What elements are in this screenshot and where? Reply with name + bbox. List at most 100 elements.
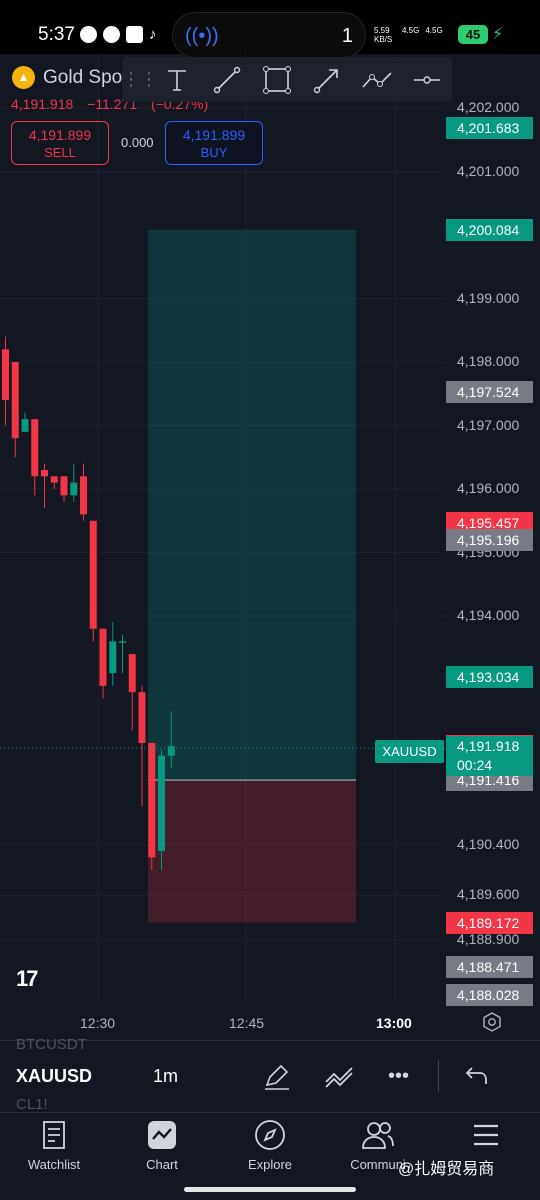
chart-pane[interactable]	[0, 54, 540, 1004]
chart-icon	[112, 1118, 212, 1152]
price-label: 4,188.471	[446, 956, 533, 979]
status-bar: 5:37 ♪ ((•)) 1 5.59 KB/S 4.5G 4.5G 45 ⚡	[0, 0, 540, 58]
price-tick-label: 4,202.000	[457, 99, 520, 115]
ghost-symbol-below: CL1!	[16, 1096, 48, 1113]
candle-body	[158, 755, 165, 851]
buy-button[interactable]: 4,191.899 BUY	[165, 121, 263, 165]
nav-watchlist[interactable]: Watchlist	[4, 1118, 104, 1172]
buy-price: 4,191.899	[182, 127, 246, 143]
candle-body	[138, 692, 146, 743]
candle-body	[89, 520, 97, 629]
profit-zone	[148, 229, 356, 781]
symbol-bar	[0, 1040, 540, 1112]
drag-handle-icon[interactable]: ⋮⋮	[122, 69, 158, 89]
island-count: 1	[341, 25, 353, 47]
price-tick-label: 4,194.000	[457, 607, 520, 623]
path-icon[interactable]	[352, 60, 402, 100]
nav-explore[interactable]: Explore	[220, 1118, 320, 1172]
current-price-label: 4,191.918 00:24	[446, 736, 533, 777]
bottom-navigation	[0, 1112, 540, 1200]
people-icon	[328, 1118, 428, 1152]
candle-body	[128, 654, 136, 693]
candle-body	[70, 482, 78, 496]
price-label: 4,188.028	[446, 984, 533, 1007]
youtube-icon	[126, 26, 143, 43]
watchlist-icon	[4, 1118, 104, 1152]
tradingview-logo: 17	[16, 966, 39, 991]
price-tick-label: 4,199.000	[457, 289, 520, 306]
interval-selector[interactable]: 1m	[153, 1066, 179, 1086]
price-label: 4,195.457	[446, 512, 533, 535]
price-tick-label: 4,196.000	[457, 480, 520, 496]
ghost-symbol-above: BTCUSDT	[16, 1036, 87, 1053]
net-speed: 5.59 KB/S	[374, 26, 393, 44]
price-label: 4,189.172	[446, 911, 533, 934]
network-info: 5.59 KB/S 4.5G 4.5G	[374, 26, 443, 44]
candle-body	[119, 641, 126, 643]
current-price: 4,191.918	[457, 738, 520, 755]
candle-body	[21, 419, 29, 432]
arrow-icon[interactable]	[302, 60, 352, 100]
current-symbol[interactable]: XAUUSD	[16, 1066, 93, 1086]
draw-pen-icon[interactable]	[262, 1062, 292, 1090]
compass-icon	[220, 1118, 320, 1152]
candle-body	[50, 476, 58, 483]
candle-body	[148, 743, 156, 858]
axis-settings-icon[interactable]	[482, 1012, 502, 1032]
notification-icons: ♪	[80, 26, 166, 43]
divider	[438, 1060, 439, 1092]
candle-body	[99, 628, 107, 686]
nav-label: Watchlist	[27, 1157, 81, 1172]
undo-icon[interactable]	[464, 1062, 494, 1090]
price-tick-label: 4,197.000	[457, 416, 520, 433]
horizontal-line-icon[interactable]	[402, 60, 452, 100]
whatsapp-icon	[80, 26, 97, 43]
drawing-toolbar: ⋮⋮	[122, 57, 452, 102]
snapchat-icon	[103, 26, 120, 43]
price-tick-label: 4,188.900	[457, 930, 520, 947]
time-tick-label: 12:45	[229, 1015, 265, 1031]
buy-label: BUY	[200, 145, 228, 160]
symbol-header[interactable]: ▲ Gold Spo	[12, 66, 122, 89]
time-tick-label: 13:00	[376, 1015, 412, 1031]
text-tool-icon[interactable]	[152, 60, 202, 100]
signal-2: 4.5G	[425, 26, 443, 35]
more-icon[interactable]: •••	[388, 1065, 410, 1087]
nav-label: Explore	[247, 1157, 293, 1172]
price-label: 4,193.034	[446, 666, 533, 689]
price-label: 4,201.683	[446, 117, 533, 140]
candle-body	[31, 419, 39, 477]
gold-icon: ▲	[12, 66, 35, 89]
home-indicator[interactable]	[184, 1187, 356, 1192]
chart-canvas[interactable]	[0, 54, 540, 1004]
symbol-tag: XAUUSD	[375, 740, 444, 763]
candle-body	[2, 349, 9, 401]
price-tick-label: 4,189.600	[457, 886, 520, 903]
signal-1: 4.5G	[402, 26, 420, 35]
tiktok-icon: ♪	[149, 26, 157, 43]
price-label: 4,200.084	[446, 218, 533, 241]
candle-body	[167, 746, 175, 756]
loss-zone	[148, 780, 356, 923]
time-tick-label: 12:30	[80, 1015, 116, 1031]
bar-countdown: 00:24	[457, 757, 493, 774]
trend-line-icon[interactable]	[202, 60, 252, 100]
nav-community[interactable]: Communi	[328, 1118, 428, 1172]
battery-indicator: 45	[458, 25, 488, 44]
nav-label: Chart	[146, 1157, 178, 1172]
rectangle-icon[interactable]	[252, 60, 302, 100]
last-price: 4,191.918	[11, 96, 74, 112]
dynamic-island[interactable]: ((•)) 1	[172, 12, 366, 58]
clock: 5:37	[38, 24, 75, 45]
watermark: @扎姆贸易商	[398, 1161, 495, 1178]
indicators-icon[interactable]	[324, 1062, 354, 1090]
nav-label: Communi	[350, 1157, 406, 1172]
price-tick-label: 4,201.000	[457, 162, 520, 179]
charging-icon: ⚡	[492, 26, 504, 43]
candle-body	[60, 476, 68, 496]
nav-menu[interactable]	[436, 1118, 536, 1157]
symbol-name: Gold Spo	[43, 66, 123, 88]
price-tick-label: 4,198.000	[457, 353, 520, 369]
sell-button[interactable]: 4,191.899 SELL	[11, 121, 109, 165]
nav-chart[interactable]: Chart	[112, 1118, 212, 1172]
